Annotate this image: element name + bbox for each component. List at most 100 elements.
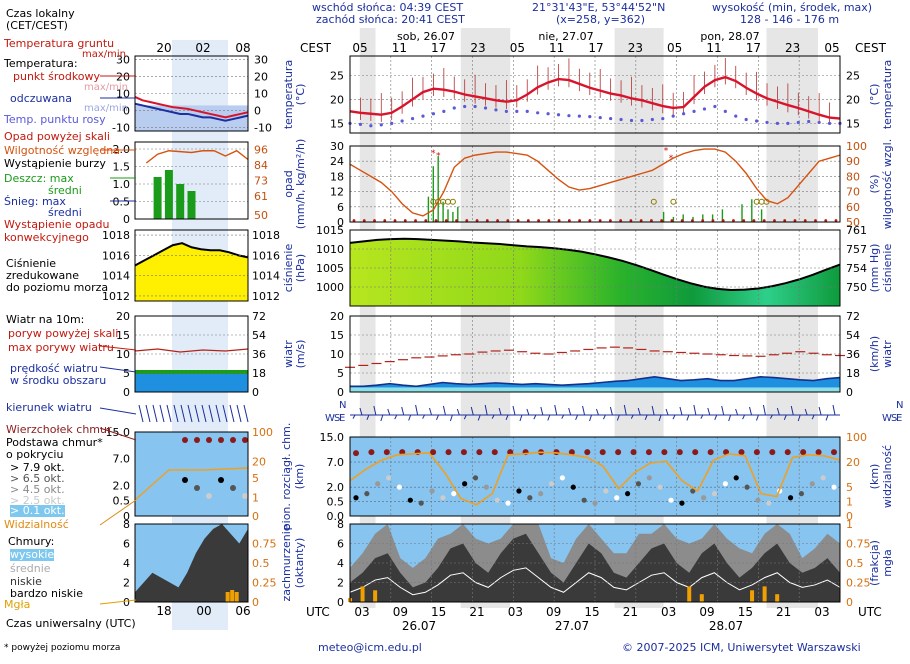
- dew-point-dot: [609, 116, 613, 121]
- legend-cloud-tick: 7.0: [113, 453, 131, 466]
- contact-email[interactable]: meteo@icm.edu.pl: [318, 641, 422, 654]
- legend-wind-arrow: [194, 404, 200, 423]
- cloud-top-dot: [815, 449, 822, 456]
- cloud-base-dot: [516, 488, 522, 494]
- wind-arrow: [484, 404, 488, 416]
- dew-point-dot: [661, 116, 665, 121]
- y-tick-right: 20: [846, 93, 860, 106]
- legend-pres-tick-left: 1018: [102, 229, 130, 242]
- wind-arrow: [561, 414, 565, 419]
- storm-marker: *: [664, 147, 669, 157]
- legend-wind-tick-right: 72: [252, 310, 266, 323]
- bottom-hour-tick: 03: [661, 605, 676, 619]
- dew-point-dot: [442, 109, 446, 113]
- legend-wind-tick: 15: [116, 329, 130, 342]
- cloud-base-dot: [538, 491, 544, 497]
- legend-wind-arrow: [229, 404, 235, 423]
- legend-wind-tick: 20: [116, 310, 130, 323]
- legend-gust-above: poryw powyżej skali: [8, 327, 119, 340]
- dew-point-dot: [786, 121, 790, 125]
- legend-precip-above: Opad powyżej skali: [4, 130, 110, 143]
- legend-connector: [99, 407, 137, 415]
- dew-point-dot: [515, 109, 519, 113]
- legend-bottom-tick: 06: [235, 604, 250, 618]
- dew-point-dot: [536, 111, 540, 115]
- wind-arrow: [589, 414, 592, 422]
- wind-tick-right: 18: [846, 367, 860, 380]
- precip-bottom-dot: [567, 219, 571, 222]
- legend-cloud-base-dot: [182, 477, 188, 483]
- wind-arrow: [449, 414, 453, 422]
- legend-connector: [99, 499, 137, 526]
- wind-arrow: [672, 414, 676, 420]
- vis-tick-right: 0: [846, 510, 853, 523]
- cloud-base-dot: [418, 500, 424, 506]
- legend-temp-tick-left: 10: [116, 88, 130, 101]
- legend-wind-arrow: [166, 404, 172, 423]
- legend-vis-line: [134, 467, 249, 501]
- compass-right-dir_r2: S: [891, 413, 897, 424]
- legend-wind-tick-right: 36: [252, 348, 266, 361]
- axis-title-vis: widzialność: [881, 445, 894, 508]
- precip-bottom-dot: [424, 219, 428, 222]
- legend-wind-tick-right: 54: [252, 329, 266, 342]
- cloud-base-dot: [483, 484, 489, 490]
- top-hour-tick: 05: [667, 41, 682, 55]
- legend-wind-tick: 0: [123, 386, 130, 399]
- fog-tick-right: 0: [846, 596, 853, 609]
- cloud-tick-left: 0.5: [327, 496, 345, 509]
- precip-bottom-dot: [752, 219, 756, 222]
- precip-bottom-dot: [814, 219, 817, 222]
- sunset: zachód słońca: 20:41 CEST: [316, 13, 465, 26]
- precip-bottom-dot: [444, 219, 448, 222]
- legend-bottom-tick: 00: [196, 604, 211, 618]
- legend-cloud-top-dot: [218, 437, 224, 443]
- cover-tick-left: 4: [337, 557, 344, 570]
- cloud-top-dot: [645, 449, 652, 456]
- cloud-top-dot: [738, 449, 745, 456]
- cloud-base-dot: [451, 491, 457, 497]
- legend-wind-arrow: [159, 404, 165, 423]
- bottom-hour-tick: 15: [431, 605, 446, 619]
- wind-arrow: [742, 414, 746, 420]
- wind-arrow: [609, 406, 613, 416]
- legend-fog-bar: [234, 592, 239, 602]
- wind-arrow: [630, 414, 634, 419]
- legend-wind-dir: kierunek wiatru: [6, 401, 92, 414]
- wind-arrow: [776, 407, 780, 416]
- precip-bottom-dot: [660, 219, 664, 222]
- cloud-base-dot: [668, 497, 674, 503]
- cloud-top-dot: [491, 449, 498, 456]
- hum-tick-right: 50: [846, 216, 860, 229]
- cover-tick-left: 2: [337, 577, 344, 590]
- legend-vis-tick: 5: [252, 472, 259, 485]
- legend-clouds: Chmury:: [8, 535, 55, 548]
- legend-vis-tick: 100: [252, 426, 273, 439]
- pres-tick-left: 1005: [316, 262, 344, 275]
- dew-point-dot: [473, 104, 477, 109]
- temp-mid-line: [349, 75, 841, 120]
- wind-tick-left: 0: [337, 386, 344, 399]
- legend-cloud-top-dot: [230, 437, 236, 443]
- vis-tick-right: 1: [846, 496, 853, 509]
- legend-okt4: > 2.5 okt.: [10, 494, 65, 507]
- wind-arrow: [477, 414, 481, 421]
- axis-title-pres-r-unit: (mm Hg): [868, 244, 881, 293]
- legend-cloud-top-dot: [242, 437, 248, 443]
- hum-tick-right: 80: [846, 170, 860, 183]
- dew-point-dot: [723, 109, 727, 113]
- humidity-line: [349, 148, 841, 217]
- day-label-top: nie, 27.07: [538, 30, 593, 43]
- top-hour-tick: 11: [706, 41, 721, 55]
- precip-bottom-dot: [383, 219, 387, 222]
- legend-storm: Wystąpienie burzy: [4, 157, 106, 170]
- legend-top-tick: 08: [235, 41, 250, 55]
- y-tick-right: 25: [846, 69, 860, 82]
- cloud-tick-left: 15.0: [320, 431, 345, 444]
- cloud-base-dot: [831, 484, 837, 490]
- legend-wind-arrow: [201, 404, 207, 423]
- prec-tick-left: 30: [330, 140, 344, 153]
- legend-cloud-frame: [134, 431, 249, 517]
- cover-frame: [349, 523, 841, 603]
- wind-arrow: [728, 414, 732, 422]
